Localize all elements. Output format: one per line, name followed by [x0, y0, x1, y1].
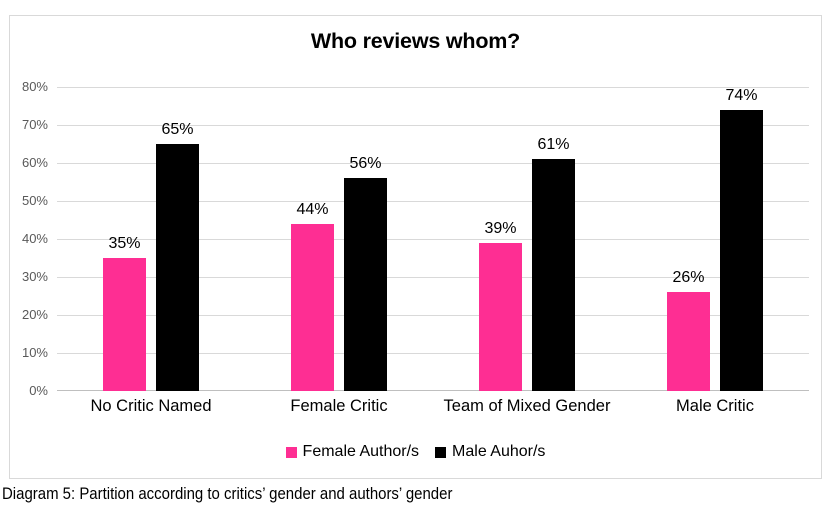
bar-value-label: 65% — [161, 121, 194, 138]
x-axis-label: Team of Mixed Gender — [443, 397, 611, 415]
bar-value-label: 56% — [349, 155, 382, 173]
bar-male-auhor-s: 65% — [156, 121, 199, 391]
bar-male-auhor-s: 56% — [344, 155, 387, 391]
x-axis-labels: No Critic Named Female Critic Team of Mixe… — [57, 397, 809, 416]
bar-male-auhor-s: 61% — [532, 136, 575, 391]
bar-group: 44% 56% — [245, 87, 433, 391]
figure-caption: Diagram 5: Partition according to critic… — [2, 484, 453, 503]
gridline — [57, 163, 809, 164]
bar-female-author-s: 26% — [667, 269, 710, 391]
legend-label: Male Auhor/s — [452, 443, 546, 460]
gridline — [57, 87, 809, 88]
y-tick-label: 50% — [21, 193, 48, 208]
legend-item: Male Auhor/s — [435, 443, 545, 461]
bar-male-auhor-s: 74% — [720, 87, 763, 391]
legend-swatch-icon — [435, 446, 447, 458]
legend-item: Female Author/s — [285, 443, 420, 461]
bar-value-label: 26% — [672, 269, 705, 287]
y-tick-label: 70% — [21, 117, 48, 132]
gridline — [57, 125, 809, 126]
gridline — [57, 239, 809, 240]
chart-frame: Who reviews whom? 0% 10% 20% 30% 40% 50% 60% 70… — [9, 15, 822, 479]
y-tick-label: 0% — [29, 383, 48, 398]
bar-female-author-s: 39% — [479, 220, 522, 391]
bar-group: 39% 61% — [433, 87, 621, 391]
legend: Female Author/s Male Auhor/s — [10, 443, 821, 461]
gridline — [57, 277, 809, 278]
gridline — [57, 201, 809, 202]
bar-value-label: 61% — [537, 136, 570, 154]
x-axis-label: Male Critic — [676, 397, 754, 415]
bar-value-label: 44% — [296, 200, 329, 218]
bar-female-author-s: 35% — [103, 235, 146, 391]
gridline — [57, 315, 809, 316]
y-tick-label: 20% — [21, 307, 48, 322]
legend-swatch-icon — [285, 446, 297, 458]
legend-label: Female Author/s — [302, 443, 420, 460]
gridline — [57, 390, 809, 391]
bar-value-label: 35% — [108, 235, 141, 252]
y-tick-label: 30% — [21, 269, 48, 284]
x-axis-label: Female Critic — [290, 397, 388, 415]
y-tick-label: 10% — [21, 345, 48, 360]
bar-group: 35% 65% — [57, 87, 245, 391]
y-tick-label: 40% — [21, 231, 48, 246]
plot-area: 35% 65% 44% 56% 39% 61% 26% 74% — [57, 87, 809, 391]
y-tick-label: 60% — [21, 155, 48, 170]
gridline — [57, 353, 809, 354]
y-tick-label: 80% — [21, 79, 48, 94]
chart-title: Who reviews whom? — [310, 29, 521, 53]
x-axis-label: No Critic Named — [90, 397, 212, 415]
bar-group: 26% 74% — [621, 87, 809, 391]
bar-groups: 35% 65% 44% 56% 39% 61% 26% 74% — [57, 87, 809, 391]
bar-value-label: 74% — [725, 86, 758, 104]
bar-value-label: 39% — [484, 219, 517, 237]
y-axis: 0% 10% 20% 30% 40% 50% 60% 70% 80% — [10, 79, 48, 398]
bar-female-author-s: 44% — [291, 201, 334, 391]
